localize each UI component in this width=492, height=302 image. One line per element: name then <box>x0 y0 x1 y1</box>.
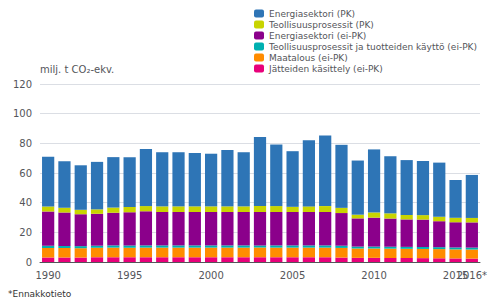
svg-text:60: 60 <box>19 168 32 179</box>
svg-text:120: 120 <box>13 79 32 90</box>
svg-text:20: 20 <box>19 227 32 238</box>
svg-text:1995: 1995 <box>117 270 142 281</box>
svg-text:0: 0 <box>26 257 32 268</box>
svg-text:milj. t CO₂-ekv.: milj. t CO₂-ekv. <box>40 64 114 75</box>
svg-text:2015: 2015 <box>442 269 469 281</box>
svg-text:2010: 2010 <box>361 270 386 281</box>
svg-text:Energiasektori (ei-PK): Energiasektori (ei-PK) <box>269 31 366 41</box>
svg-text:100: 100 <box>13 108 32 119</box>
svg-text:1990: 1990 <box>35 270 60 281</box>
svg-text:2005: 2005 <box>280 270 305 281</box>
svg-text:80: 80 <box>19 138 32 149</box>
svg-text:40: 40 <box>19 197 32 208</box>
svg-text:2016*: 2016* <box>457 270 487 281</box>
svg-text:*Ennakkotieto: *Ennakkotieto <box>8 289 72 299</box>
svg-text:Energiasektori (PK): Energiasektori (PK) <box>269 9 355 19</box>
svg-text:Teollisuusprosessit (PK): Teollisuusprosessit (PK) <box>268 20 374 30</box>
svg-text:Maatalous (ei-PK): Maatalous (ei-PK) <box>269 53 348 63</box>
svg-text:2000: 2000 <box>198 270 223 281</box>
svg-text:Jätteiden käsittely (ei-PK): Jätteiden käsittely (ei-PK) <box>268 64 383 74</box>
svg-text:Teollisuusprosessit ja tuottei: Teollisuusprosessit ja tuotteiden käyttö… <box>268 42 477 52</box>
